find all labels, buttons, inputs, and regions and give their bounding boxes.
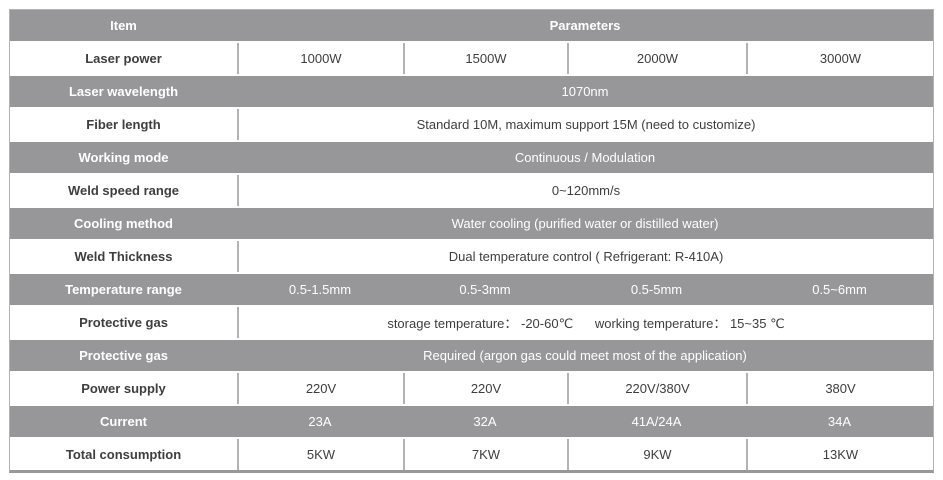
row-label: Protective gas (79, 348, 168, 363)
row-fiber-length: Fiber length Standard 10M, maximum suppo… (10, 109, 933, 140)
cell-value: 2000W (567, 43, 746, 74)
row-label: Power supply (81, 381, 166, 396)
row-laser-wavelength: Laser wavelength 1070nm (10, 76, 933, 107)
row-label: Cooling method (74, 216, 173, 231)
row-weld-thickness: Weld Thickness Dual temperature control … (10, 241, 933, 272)
cell-value: 1500W (403, 43, 567, 74)
cell-value: 380V (746, 373, 933, 404)
row-cooling-method: Cooling method Water cooling (purified w… (10, 208, 933, 239)
cell-value: 34A (827, 414, 852, 429)
row-label: Fiber length (86, 117, 161, 132)
cell-value: Standard 10M, maximum support 15M (need … (237, 109, 933, 140)
row-label: Weld speed range (67, 183, 179, 198)
row-label: Protective gas (79, 315, 168, 330)
cell-value: 32A (473, 414, 497, 429)
cell-value: 0.5-5mm (630, 282, 683, 297)
cell-value: 220V (403, 373, 567, 404)
row-temperature-range: Temperature range 0.5-1.5mm 0.5-3mm 0.5-… (10, 274, 933, 305)
cell-value: 23A (308, 414, 332, 429)
row-label: Working mode (78, 150, 169, 165)
spec-table: Item Parameters Laser power 1000W 1500W … (9, 9, 934, 473)
row-label: Total consumption (65, 447, 182, 462)
row-label: Weld Thickness (74, 249, 173, 264)
row-label: Laser wavelength (68, 84, 179, 99)
cell-value: 220V/380V (567, 373, 746, 404)
row-item-header: Item Parameters (10, 10, 933, 41)
cell-value: 9KW (567, 439, 746, 470)
header-parameters: Parameters (549, 18, 621, 33)
cell-value: 0.5-1.5mm (288, 282, 352, 297)
row-label: Temperature range (65, 282, 182, 297)
row-label: Laser power (85, 51, 162, 66)
cell-value: 3000W (746, 43, 933, 74)
row-total-consumption: Total consumption 5KW 7KW 9KW 13KW (10, 439, 933, 470)
row-power-supply: Power supply 220V 220V 220V/380V 380V (10, 373, 933, 404)
cell-value: 41A/24A (631, 414, 682, 429)
cell-value: storage temperature： -20-60℃ working tem… (237, 307, 933, 338)
row-protective-gas: Protective gas Required (argon gas could… (10, 340, 933, 371)
cell-value: 0~120mm/s (237, 175, 933, 206)
cell-value: 1000W (237, 43, 403, 74)
cell-value: 5KW (237, 439, 403, 470)
row-weld-speed-range: Weld speed range 0~120mm/s (10, 175, 933, 206)
cell-value: 0.5-3mm (459, 282, 511, 297)
cell-value: 1070nm (561, 84, 609, 99)
header-item: Item (110, 18, 137, 33)
cell-value: 7KW (403, 439, 567, 470)
row-laser-power: Laser power 1000W 1500W 2000W 3000W (10, 43, 933, 74)
cell-value: 13KW (746, 439, 933, 470)
row-protective-gas-temperature: Protective gas storage temperature： -20-… (10, 307, 933, 338)
row-label: Current (100, 414, 147, 429)
row-working-mode: Working mode Continuous / Modulation (10, 142, 933, 173)
cell-value: 0.5~6mm (812, 282, 867, 297)
cell-value: Required (argon gas could meet most of t… (423, 348, 747, 363)
row-current: Current 23A 32A 41A/24A 34A (10, 406, 933, 437)
cell-value: Water cooling (purified water or distill… (451, 216, 719, 231)
cell-value: Continuous / Modulation (514, 150, 656, 165)
cell-value: Dual temperature control ( Refrigerant: … (237, 241, 933, 272)
cell-value: 220V (237, 373, 403, 404)
